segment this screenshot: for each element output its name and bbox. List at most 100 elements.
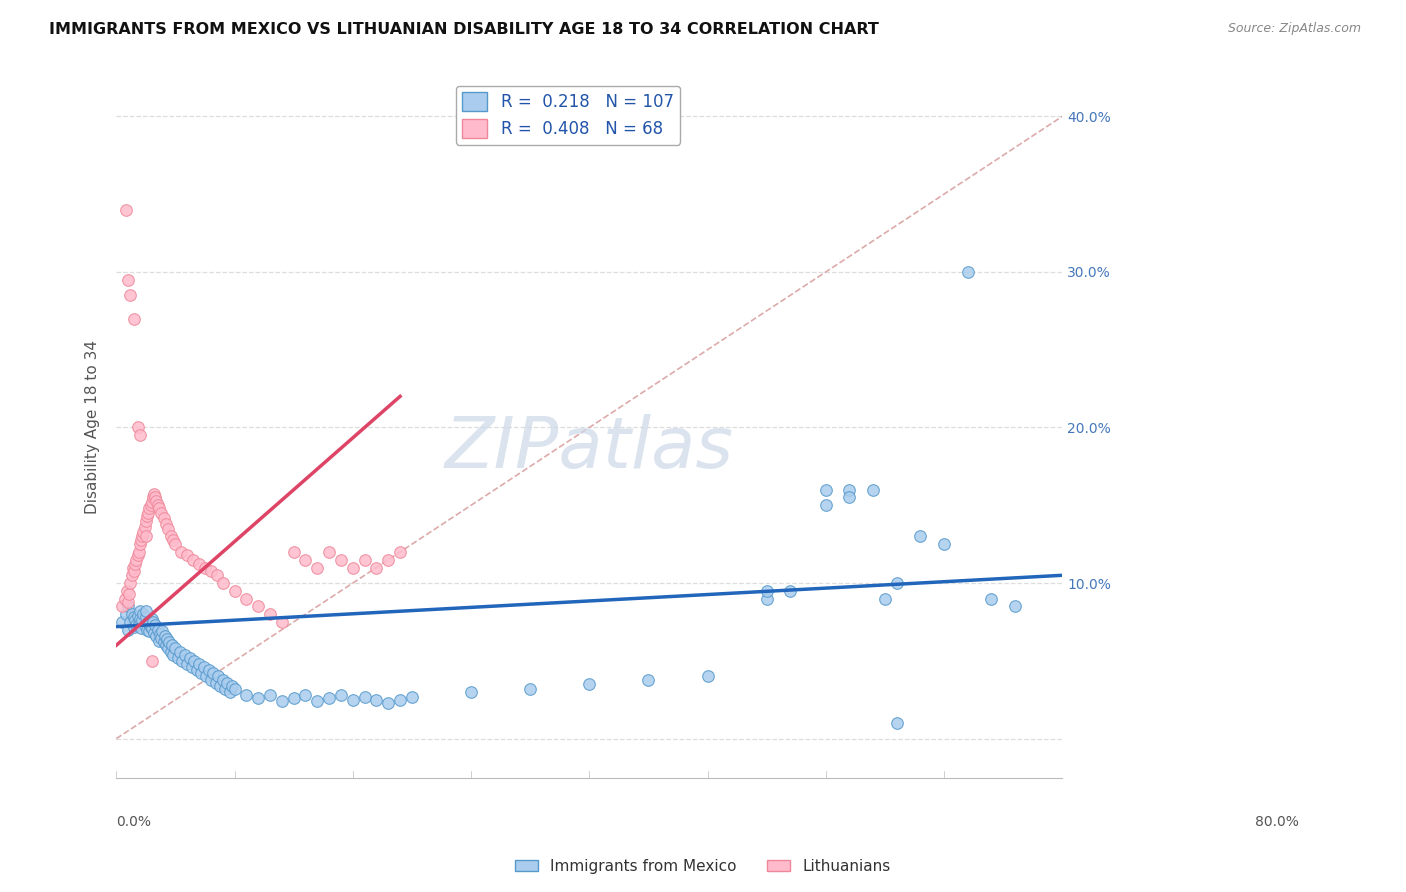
Point (136, 506, 159, 520)
Point (197, 663, 219, 677)
Y-axis label: Disability Age 18 to 34: Disability Age 18 to 34 (86, 341, 100, 515)
Point (125, 618, 148, 632)
Point (211, 576, 233, 591)
Point (814, 498, 837, 512)
Point (127, 548, 149, 562)
Point (121, 607, 143, 622)
Point (111, 615, 134, 629)
Point (838, 483, 860, 497)
Point (129, 604, 152, 618)
Point (873, 591, 896, 606)
Point (152, 624, 174, 639)
Point (135, 604, 157, 618)
Point (141, 495, 163, 509)
Point (121, 568, 143, 582)
Point (142, 491, 165, 505)
Point (204, 675, 226, 690)
Point (143, 625, 166, 640)
Point (195, 669, 218, 683)
Point (162, 648, 184, 662)
Point (214, 681, 236, 696)
Point (152, 510, 174, 524)
Point (200, 673, 222, 687)
Point (157, 522, 180, 536)
Point (132, 607, 155, 622)
Point (122, 619, 145, 633)
Point (342, 692, 364, 706)
Point (114, 607, 136, 622)
Point (932, 537, 955, 551)
Point (138, 501, 160, 516)
Point (172, 654, 194, 668)
Point (135, 514, 157, 528)
Point (205, 568, 228, 582)
Point (188, 558, 211, 572)
Point (200, 564, 222, 578)
Point (141, 654, 163, 668)
Point (118, 587, 141, 601)
Point (129, 533, 152, 547)
Point (145, 629, 167, 643)
Point (122, 311, 145, 326)
Point (173, 648, 195, 662)
Point (117, 273, 139, 287)
Point (401, 690, 423, 704)
Point (111, 599, 134, 614)
Point (124, 614, 146, 628)
Point (150, 631, 173, 645)
Point (142, 615, 165, 629)
Point (143, 618, 166, 632)
Point (637, 673, 659, 687)
Point (696, 669, 718, 683)
Point (136, 623, 159, 637)
Point (181, 660, 204, 674)
Point (165, 537, 187, 551)
Point (578, 677, 600, 691)
Point (138, 624, 160, 639)
Point (366, 692, 388, 706)
Point (176, 548, 198, 562)
Point (218, 685, 240, 699)
Text: 0.0%: 0.0% (117, 814, 152, 829)
Point (129, 612, 152, 626)
Legend: Immigrants from Mexico, Lithuanians: Immigrants from Mexico, Lithuanians (509, 853, 897, 880)
Point (755, 591, 778, 606)
Text: 80.0%: 80.0% (1256, 814, 1299, 829)
Point (176, 657, 198, 671)
Point (153, 629, 176, 643)
Point (330, 688, 353, 702)
Point (353, 690, 375, 704)
Point (377, 696, 399, 710)
Point (188, 657, 211, 671)
Point (134, 618, 156, 632)
Point (247, 691, 270, 706)
Point (124, 558, 146, 572)
Point (209, 679, 232, 693)
Point (156, 632, 179, 646)
Point (117, 599, 139, 614)
Point (122, 610, 145, 624)
Point (389, 692, 412, 706)
Point (132, 524, 155, 539)
Point (128, 545, 150, 559)
Point (283, 545, 305, 559)
Point (910, 529, 932, 543)
Point (838, 491, 860, 505)
Point (247, 599, 270, 614)
Point (377, 552, 399, 566)
Point (193, 660, 215, 674)
Point (120, 288, 142, 302)
Point (194, 560, 217, 574)
Point (862, 483, 884, 497)
Point (149, 627, 172, 641)
Point (150, 506, 173, 520)
Point (166, 650, 188, 665)
Text: IMMIGRANTS FROM MEXICO VS LITHUANIAN DISABILITY AGE 18 TO 34 CORRELATION CHART: IMMIGRANTS FROM MEXICO VS LITHUANIAN DIS… (49, 22, 879, 37)
Point (148, 501, 170, 516)
Point (129, 428, 152, 442)
Point (120, 615, 142, 629)
Point (179, 650, 201, 665)
Point (114, 202, 136, 217)
Point (886, 576, 908, 591)
Point (169, 644, 191, 658)
